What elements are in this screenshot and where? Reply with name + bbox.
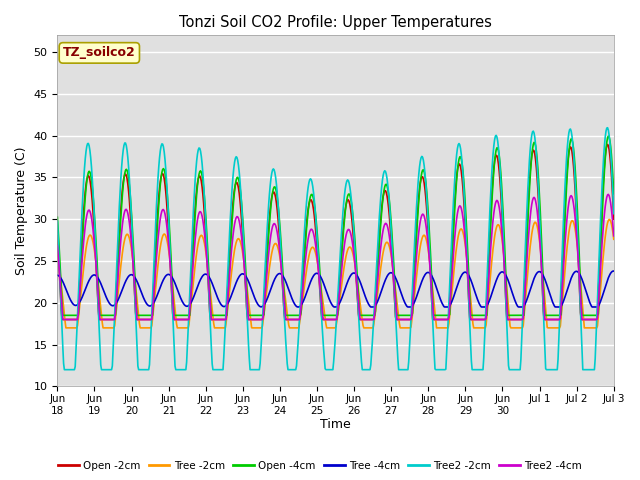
- Tree -4cm: [207, 277, 214, 283]
- Tree -2cm: [122, 234, 129, 240]
- Tree2 -2cm: [207, 346, 215, 351]
- Tree -4cm: [177, 297, 185, 302]
- Tree2 -2cm: [610, 211, 618, 216]
- Open -2cm: [58, 317, 66, 323]
- Open -4cm: [65, 312, 72, 318]
- Tree -2cm: [65, 325, 72, 331]
- Open -2cm: [65, 317, 72, 323]
- Line: Tree2 -4cm: Tree2 -4cm: [58, 194, 614, 320]
- Open -2cm: [604, 142, 611, 147]
- Text: TZ_soilco2: TZ_soilco2: [63, 47, 136, 60]
- Legend: Open -2cm, Tree -2cm, Open -4cm, Tree -4cm, Tree2 -2cm, Tree2 -4cm: Open -2cm, Tree -2cm, Open -4cm, Tree -4…: [54, 456, 586, 475]
- Tree -4cm: [121, 280, 129, 286]
- Tree -2cm: [62, 325, 70, 331]
- Line: Open -4cm: Open -4cm: [58, 136, 614, 315]
- Open -2cm: [54, 233, 61, 239]
- Line: Open -2cm: Open -2cm: [58, 144, 614, 320]
- Open -2cm: [420, 180, 428, 186]
- Open -2cm: [404, 317, 412, 323]
- Open -2cm: [178, 317, 186, 323]
- Tree2 -4cm: [605, 192, 612, 197]
- Title: Tonzi Soil CO2 Profile: Upper Temperatures: Tonzi Soil CO2 Profile: Upper Temperatur…: [179, 15, 492, 30]
- Open -4cm: [178, 312, 186, 318]
- Open -4cm: [54, 215, 61, 220]
- Open -2cm: [122, 171, 129, 177]
- Tree2 -4cm: [207, 317, 215, 323]
- Tree -2cm: [605, 216, 613, 222]
- Line: Tree2 -2cm: Tree2 -2cm: [58, 128, 614, 370]
- Tree -2cm: [610, 236, 618, 242]
- Tree -2cm: [54, 249, 61, 254]
- Tree -2cm: [178, 325, 186, 331]
- Tree -4cm: [610, 268, 618, 274]
- Tree -4cm: [294, 304, 302, 310]
- Open -4cm: [59, 312, 67, 318]
- Open -4cm: [122, 168, 129, 173]
- Tree2 -4cm: [610, 233, 618, 239]
- Open -4cm: [610, 191, 618, 197]
- Open -4cm: [605, 133, 612, 139]
- Open -4cm: [207, 312, 215, 318]
- Tree -4cm: [54, 272, 61, 278]
- Tree -2cm: [207, 299, 215, 305]
- Tree2 -2cm: [65, 367, 72, 372]
- Tree2 -2cm: [404, 367, 412, 372]
- Tree2 -2cm: [122, 140, 129, 146]
- Tree -2cm: [420, 232, 428, 238]
- Open -2cm: [610, 216, 618, 222]
- Open -4cm: [404, 312, 412, 318]
- X-axis label: Time: Time: [320, 419, 351, 432]
- Tree -4cm: [63, 290, 71, 296]
- Tree2 -2cm: [420, 163, 428, 168]
- Y-axis label: Soil Temperature (C): Soil Temperature (C): [15, 146, 28, 275]
- Tree2 -2cm: [604, 125, 611, 131]
- Tree2 -2cm: [61, 367, 68, 372]
- Tree2 -2cm: [54, 218, 61, 224]
- Tree -2cm: [404, 325, 412, 331]
- Line: Tree -2cm: Tree -2cm: [58, 219, 614, 328]
- Tree -4cm: [404, 304, 412, 310]
- Open -4cm: [420, 169, 428, 175]
- Tree -4cm: [420, 273, 428, 279]
- Tree2 -4cm: [54, 243, 61, 249]
- Tree2 -4cm: [420, 213, 428, 219]
- Line: Tree -4cm: Tree -4cm: [58, 271, 614, 307]
- Open -2cm: [207, 317, 215, 323]
- Tree2 -4cm: [60, 317, 67, 323]
- Tree2 -4cm: [178, 317, 186, 323]
- Tree2 -4cm: [65, 317, 72, 323]
- Tree2 -4cm: [404, 317, 412, 323]
- Tree2 -2cm: [178, 367, 186, 372]
- Tree2 -4cm: [122, 207, 129, 213]
